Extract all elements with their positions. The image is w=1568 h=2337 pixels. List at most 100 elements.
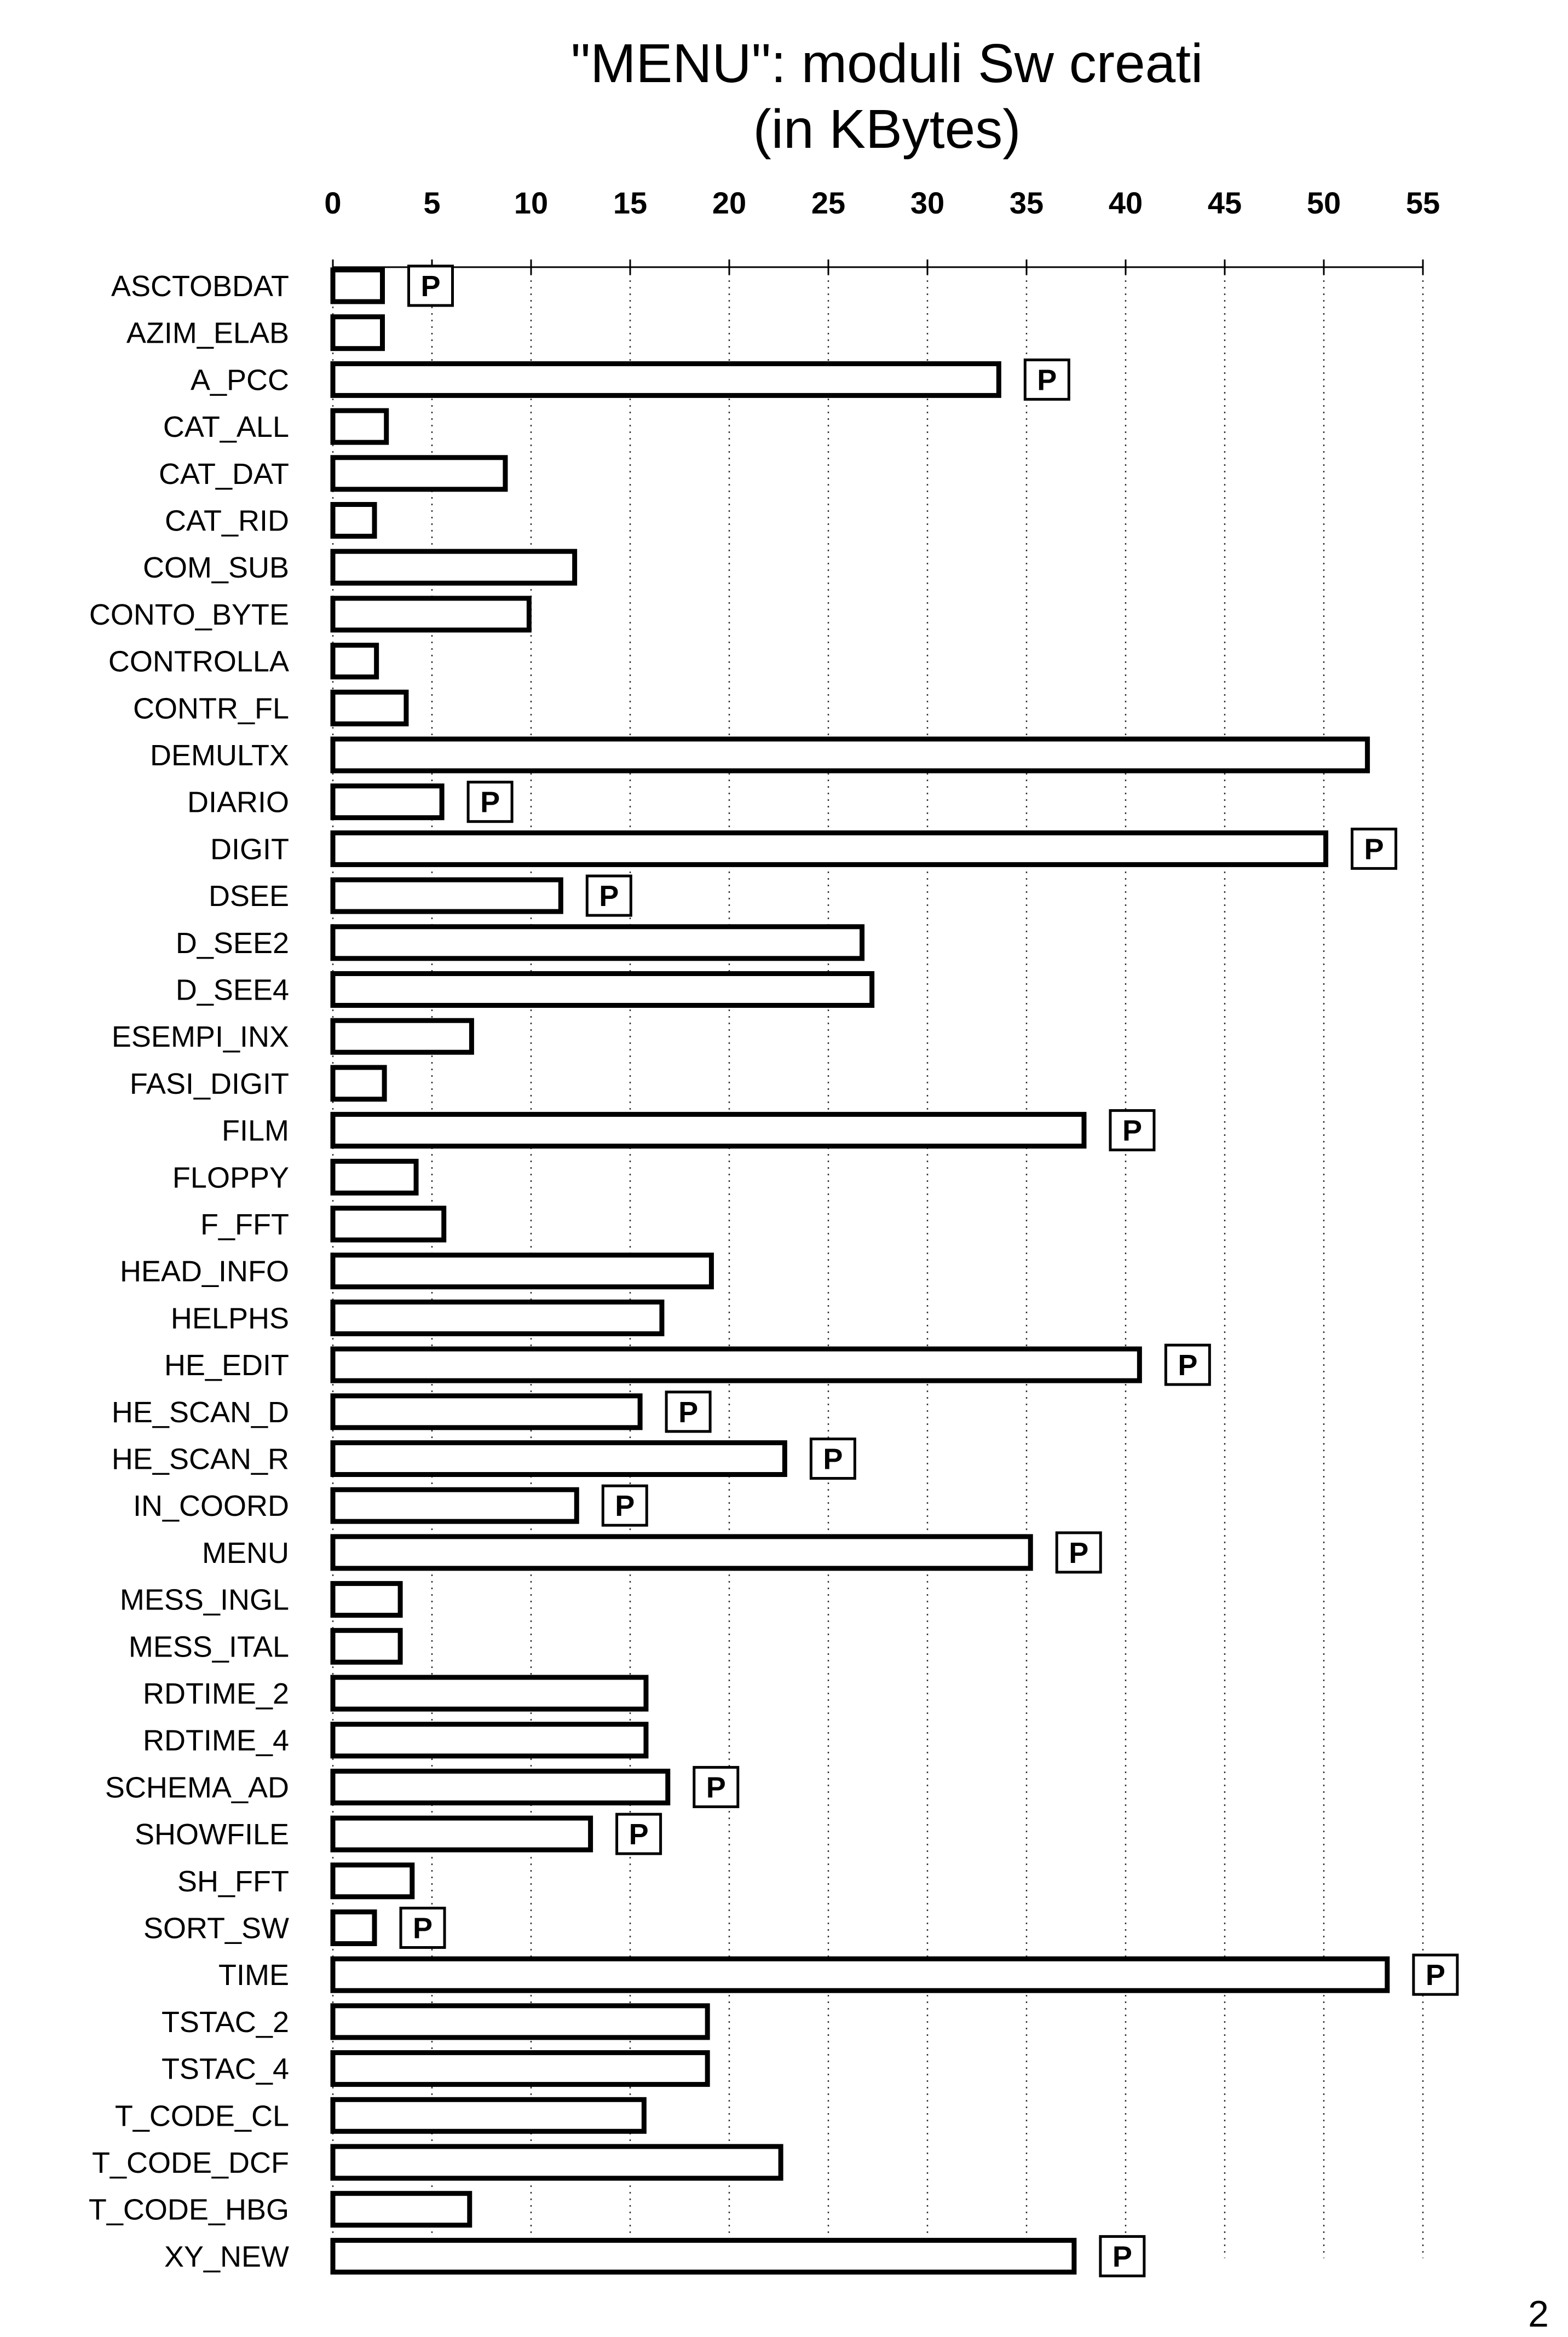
category-label: HE_SCAN_R bbox=[112, 1443, 289, 1476]
p-marker-label: P bbox=[1426, 1959, 1445, 1992]
page-number: 2 bbox=[1528, 2293, 1549, 2334]
x-tick-label: 10 bbox=[514, 186, 548, 220]
bar bbox=[330, 2050, 710, 2087]
p-marker: P bbox=[601, 1484, 648, 1527]
bar bbox=[330, 2003, 710, 2040]
x-tick-label: 45 bbox=[1208, 186, 1242, 220]
category-label: D_SEE4 bbox=[176, 974, 289, 1007]
p-marker: P bbox=[1412, 1953, 1459, 1996]
bars bbox=[330, 267, 1390, 2275]
category-label: FASI_DIGIT bbox=[130, 1067, 289, 1100]
p-marker-label: P bbox=[1178, 1349, 1197, 1382]
category-label: DIGIT bbox=[210, 833, 289, 865]
category-label: SCHEMA_AD bbox=[105, 1771, 289, 1804]
category-label: COM_SUB bbox=[143, 551, 289, 584]
p-marker: P bbox=[1164, 1343, 1211, 1386]
p-marker-box bbox=[1351, 827, 1398, 870]
category-label: TIME bbox=[218, 1959, 289, 1992]
bar bbox=[330, 408, 389, 445]
category-label: DEMULTX bbox=[150, 739, 289, 772]
bar bbox=[330, 877, 563, 914]
p-marker-box bbox=[407, 264, 454, 307]
p-marker-box bbox=[809, 1438, 856, 1480]
bar bbox=[330, 1158, 419, 1196]
bar bbox=[330, 1346, 1142, 1383]
p-marker: P bbox=[1109, 1109, 1156, 1152]
bar bbox=[330, 1956, 1390, 1993]
x-tick-label: 30 bbox=[910, 186, 944, 220]
bar bbox=[330, 783, 445, 821]
bar bbox=[330, 1628, 403, 1665]
p-marker-label: P bbox=[615, 1490, 635, 1522]
p-marker-box bbox=[1099, 2235, 1146, 2277]
p-marker-box bbox=[693, 1765, 740, 1808]
x-axis: 0 5 10 15 20 25 30 35 40 45 50 55 bbox=[324, 186, 1440, 275]
p-marker-label: P bbox=[678, 1396, 698, 1429]
x-tick-label: 25 bbox=[811, 186, 845, 220]
p-marker-box bbox=[615, 1813, 662, 1855]
p-marker: P bbox=[693, 1765, 740, 1808]
p-marker-label: P bbox=[1122, 1115, 1142, 1147]
category-label: MESS_ITAL bbox=[129, 1630, 289, 1663]
bar bbox=[330, 1112, 1087, 1149]
p-marker-box bbox=[466, 781, 514, 823]
p-marker: P bbox=[1351, 827, 1398, 870]
category-label: TSTAC_2 bbox=[162, 2006, 289, 2039]
p-marker-label: P bbox=[823, 1443, 843, 1476]
category-label: DSEE bbox=[209, 880, 289, 913]
category-label: IN_COORD bbox=[133, 1490, 289, 1522]
bar bbox=[330, 2237, 1077, 2275]
x-tick-label: 55 bbox=[1406, 186, 1440, 220]
bar bbox=[330, 267, 385, 304]
p-marker-box bbox=[399, 1907, 446, 1949]
bar bbox=[330, 2097, 647, 2134]
category-label: HEAD_INFO bbox=[120, 1255, 289, 1288]
category-label: CONTO_BYTE bbox=[89, 598, 289, 631]
x-tick-label: 15 bbox=[613, 186, 647, 220]
p-marker: P bbox=[585, 874, 632, 917]
p-marker: P bbox=[665, 1390, 712, 1433]
category-label: F_FFT bbox=[200, 1208, 289, 1241]
bar bbox=[330, 643, 379, 680]
p-marker-label: P bbox=[420, 270, 440, 303]
category-label: T_CODE_HBG bbox=[89, 2194, 289, 2226]
category-label: T_CODE_DCF bbox=[92, 2146, 289, 2179]
bar bbox=[330, 1581, 403, 1618]
p-marker: P bbox=[809, 1438, 856, 1480]
bar bbox=[330, 455, 508, 492]
bar bbox=[330, 1487, 579, 1524]
bar bbox=[330, 689, 409, 726]
p-marker: P bbox=[615, 1813, 662, 1855]
category-label: FILM bbox=[222, 1115, 289, 1147]
bar bbox=[330, 1018, 474, 1055]
p-marker: P bbox=[1055, 1531, 1102, 1574]
p-marker-label: P bbox=[413, 1912, 433, 1945]
category-label: XY_NEW bbox=[164, 2240, 289, 2273]
bar bbox=[330, 314, 385, 351]
p-marker: P bbox=[466, 781, 514, 823]
x-tick-label: 20 bbox=[712, 186, 746, 220]
bar bbox=[330, 1065, 387, 1102]
p-marker-box bbox=[1055, 1531, 1102, 1574]
category-labels: ASCTOBDAT AZIM_ELAB A_PCC CAT_ALL CAT_DAT CAT… bbox=[89, 270, 289, 2273]
category-label: CAT_ALL bbox=[163, 411, 289, 443]
category-label: HELPHS bbox=[171, 1302, 289, 1335]
category-label: RDTIME_4 bbox=[143, 1724, 289, 1757]
p-marker: P bbox=[1023, 358, 1070, 401]
category-label: HE_SCAN_D bbox=[112, 1396, 289, 1429]
x-tick-label: 40 bbox=[1109, 186, 1143, 220]
x-tick-label: 50 bbox=[1307, 186, 1341, 220]
category-label: TSTAC_4 bbox=[162, 2053, 289, 2086]
category-label: A_PCC bbox=[191, 363, 289, 396]
chart-title-line-1: "MENU": moduli Sw creati bbox=[571, 33, 1203, 94]
category-label: SORT_SW bbox=[143, 1912, 289, 1945]
bar bbox=[330, 1440, 787, 1477]
category-label: CAT_DAT bbox=[159, 458, 289, 491]
p-marker: P bbox=[399, 1907, 446, 1949]
p-marker-label: P bbox=[480, 786, 500, 819]
category-label: CONTR_FL bbox=[133, 692, 289, 725]
bar bbox=[330, 1675, 649, 1712]
p-marker-box bbox=[1109, 1109, 1156, 1152]
p-marker-box bbox=[1412, 1953, 1459, 1996]
